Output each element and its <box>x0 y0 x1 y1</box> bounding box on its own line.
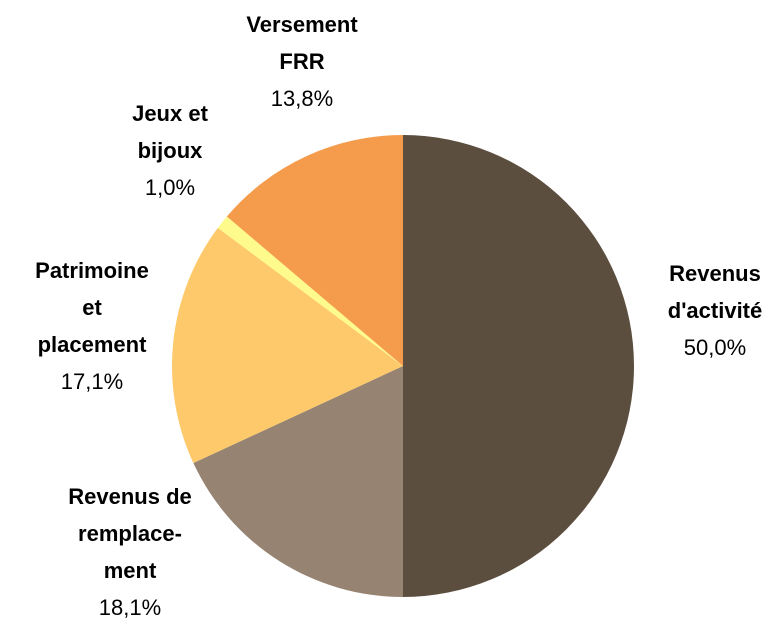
value-label: 1,0% <box>144 175 196 200</box>
value-label: 13,8% <box>270 86 334 111</box>
slice-label: Patrimoine et placement <box>35 258 149 357</box>
pie-slice <box>193 366 403 597</box>
pie-slice <box>171 227 403 464</box>
slice-label: Revenus de remplace- ment <box>68 484 192 583</box>
slice-label: Jeux et bijoux <box>132 101 208 163</box>
pie-slice <box>226 135 403 366</box>
pie-slice <box>403 135 634 597</box>
slice-label: Versement FRR <box>246 12 358 74</box>
slice-label: Revenus d'activité <box>667 261 763 323</box>
value-label: 50,0% <box>683 335 747 360</box>
value-label: 18,1% <box>98 595 162 620</box>
value-label: 17,1% <box>60 369 124 394</box>
pie-slice <box>217 216 403 366</box>
